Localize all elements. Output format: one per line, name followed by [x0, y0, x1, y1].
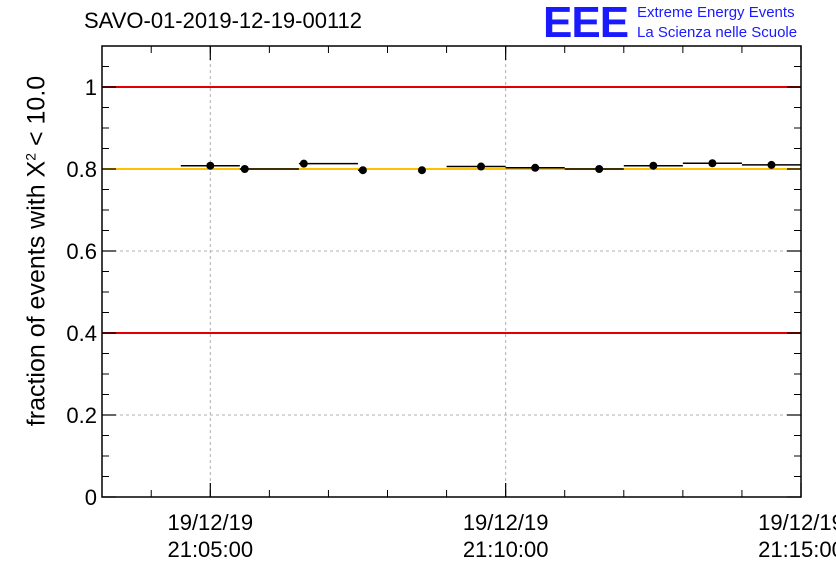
x-tick-time-label: 21:10:00 [463, 537, 549, 562]
x-tick-time-label: 21:15:00 [758, 537, 836, 562]
y-tick-label: 0.6 [66, 239, 97, 264]
data-point [240, 165, 249, 173]
data-point [708, 159, 717, 168]
x-tick-date-label: 19/12/19 [758, 510, 836, 535]
x-tick-date-label: 19/12/19 [167, 510, 253, 535]
data-point [767, 160, 776, 169]
y-tick-label: 0.2 [66, 403, 97, 428]
data-point [595, 165, 604, 173]
logo-text-line1: Extreme Energy Events [637, 4, 795, 21]
data-point [531, 163, 540, 172]
data-point [649, 161, 658, 170]
eee-logo: EEE [543, 0, 629, 47]
plot-frame [101, 45, 802, 498]
y-tick-label: 0.4 [66, 321, 97, 346]
data-point [477, 162, 486, 171]
data-point [206, 161, 215, 170]
x-tick-date-label: 19/12/19 [463, 510, 549, 535]
chart-title: SAVO-01-2019-12-19-00112 [84, 8, 363, 33]
y-tick-label: 0 [85, 485, 97, 510]
y-tick-label: 1 [85, 75, 97, 100]
data-point [417, 166, 426, 175]
data-point [358, 166, 367, 175]
y-tick-label: 0.8 [66, 157, 97, 182]
data-point [299, 159, 308, 168]
logo-text-line2: La Scienza nelle Scuole [637, 24, 798, 41]
x-tick-time-label: 21:05:00 [167, 537, 253, 562]
